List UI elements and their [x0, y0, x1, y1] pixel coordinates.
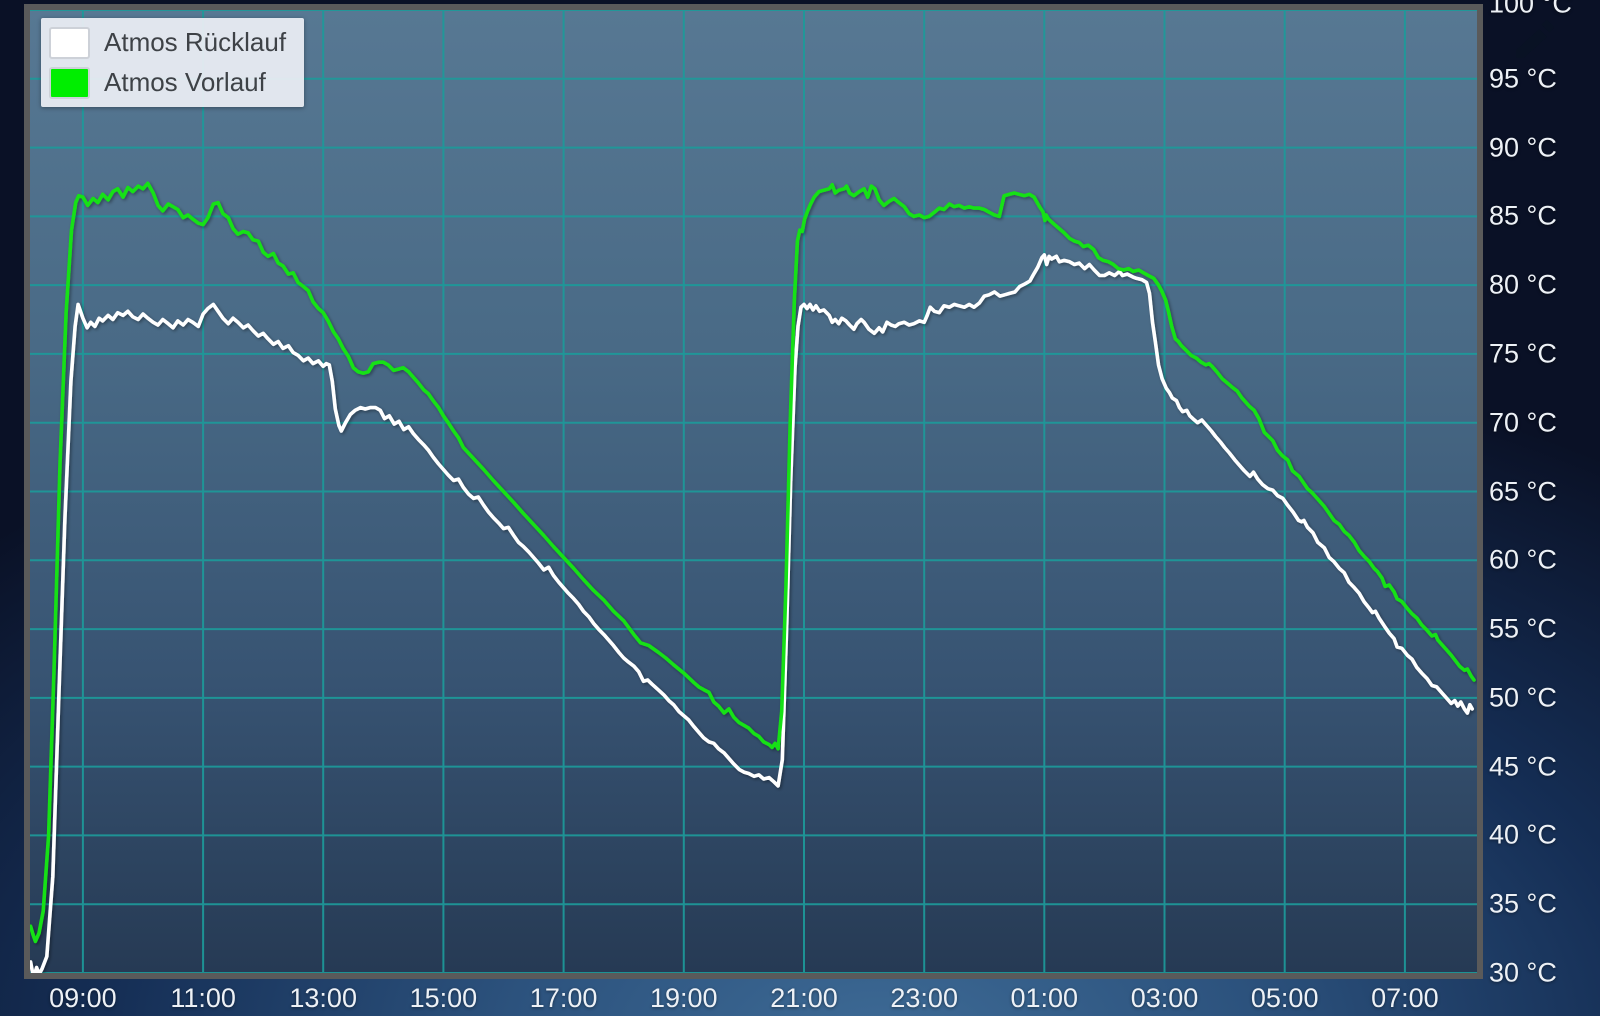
x-tick-label: 15:00: [409, 983, 478, 1013]
x-tick-label: 19:00: [650, 983, 718, 1013]
y-tick-label: 85 °C: [1489, 200, 1557, 231]
y-tick-label: 50 °C: [1489, 682, 1557, 713]
y-tick-label: 40 °C: [1489, 819, 1557, 850]
y-tick-label: 75 °C: [1489, 338, 1557, 369]
x-tick-label: 11:00: [170, 983, 236, 1013]
chart-legend: Atmos Rücklauf Atmos Vorlauf: [41, 18, 305, 107]
y-tick-label: 70 °C: [1489, 407, 1557, 438]
y-tick-label: 80 °C: [1489, 269, 1557, 300]
y-tick-label: 35 °C: [1489, 888, 1557, 919]
legend-swatch-ruecklauf: [49, 26, 90, 59]
pencil-edit-icon[interactable]: [1510, 14, 1560, 64]
x-tick-label: 01:00: [1010, 983, 1079, 1013]
legend-label: Atmos Rücklauf: [104, 27, 287, 57]
y-tick-label: 65 °C: [1489, 476, 1557, 506]
legend-item-ruecklauf[interactable]: Atmos Rücklauf: [49, 26, 286, 59]
y-tick-label: 30 °C: [1489, 957, 1557, 988]
x-tick-label: 05:00: [1250, 983, 1319, 1013]
y-tick-label: 100 °C: [1489, 0, 1572, 19]
x-tick-label: 07:00: [1371, 983, 1439, 1013]
x-tick-label: 09:00: [49, 983, 117, 1013]
y-tick-label: 90 °C: [1489, 132, 1557, 163]
y-tick-label: 60 °C: [1489, 544, 1557, 575]
y-tick-label: 45 °C: [1489, 751, 1557, 782]
legend-label: Atmos Vorlauf: [104, 67, 266, 97]
x-tick-label: 03:00: [1130, 983, 1199, 1013]
legend-swatch-vorlauf: [49, 66, 90, 99]
x-tick-label: 13:00: [289, 983, 357, 1013]
x-tick-label: 21:00: [770, 983, 838, 1013]
y-tick-label: 55 °C: [1489, 613, 1557, 644]
y-tick-label: 95 °C: [1489, 63, 1557, 94]
legend-item-vorlauf[interactable]: Atmos Vorlauf: [49, 66, 286, 99]
x-tick-label: 23:00: [890, 983, 958, 1013]
x-tick-label: 17:00: [529, 983, 598, 1013]
